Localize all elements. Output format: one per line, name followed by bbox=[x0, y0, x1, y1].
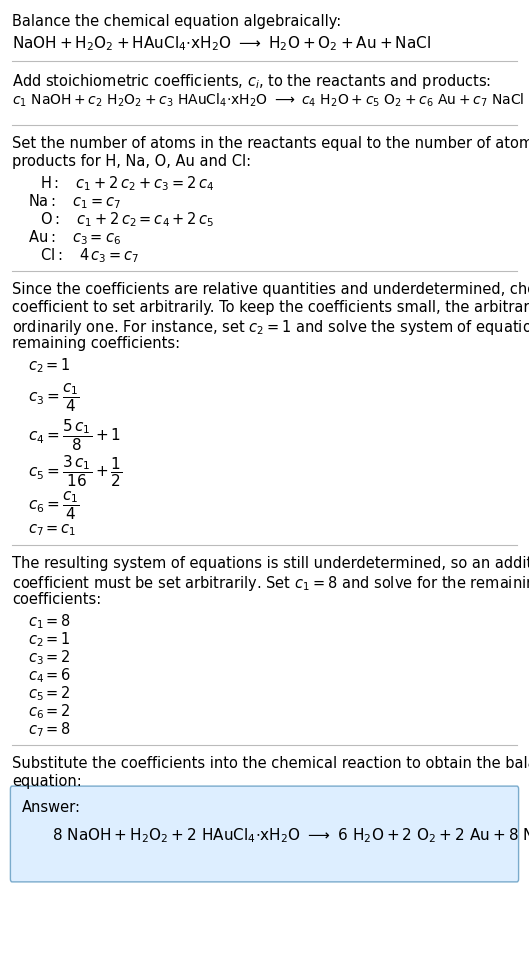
Text: $\mathrm{H{:}}\quad c_1 + 2\,c_2 + c_3 = 2\,c_4$: $\mathrm{H{:}}\quad c_1 + 2\,c_2 + c_3 =… bbox=[40, 174, 214, 192]
Text: $c_3 = \dfrac{c_1}{4}$: $c_3 = \dfrac{c_1}{4}$ bbox=[28, 382, 80, 414]
Text: $\mathrm{Cl{:}}\quad 4\,c_3 = c_7$: $\mathrm{Cl{:}}\quad 4\,c_3 = c_7$ bbox=[40, 246, 140, 264]
Text: coefficient must be set arbitrarily. Set $c_1 = 8$ and solve for the remaining: coefficient must be set arbitrarily. Set… bbox=[12, 574, 529, 592]
Text: $c_7 = c_1$: $c_7 = c_1$ bbox=[28, 522, 77, 537]
Text: Balance the chemical equation algebraically:: Balance the chemical equation algebraica… bbox=[12, 14, 341, 29]
Text: Set the number of atoms in the reactants equal to the number of atoms in the: Set the number of atoms in the reactants… bbox=[12, 136, 529, 151]
Text: $c_3 = 2$: $c_3 = 2$ bbox=[28, 648, 71, 666]
Text: $c_6 = \dfrac{c_1}{4}$: $c_6 = \dfrac{c_1}{4}$ bbox=[28, 489, 80, 522]
Text: $c_6 = 2$: $c_6 = 2$ bbox=[28, 702, 71, 720]
Text: $\mathrm{O{:}}\quad c_1 + 2\,c_2 = c_4 + 2\,c_5$: $\mathrm{O{:}}\quad c_1 + 2\,c_2 = c_4 +… bbox=[40, 209, 214, 229]
Text: products for H, Na, O, Au and Cl:: products for H, Na, O, Au and Cl: bbox=[12, 154, 251, 169]
Text: $\mathrm{Au{:}}\quad c_3 = c_6$: $\mathrm{Au{:}}\quad c_3 = c_6$ bbox=[28, 228, 121, 246]
Text: $c_4 = \dfrac{5\,c_1}{8} + 1$: $c_4 = \dfrac{5\,c_1}{8} + 1$ bbox=[28, 418, 121, 453]
Text: $\mathrm{NaOH + H_2O_2 + HAuCl_4{\cdot}xH_2O\ \longrightarrow\ H_2O + O_2 + Au +: $\mathrm{NaOH + H_2O_2 + HAuCl_4{\cdot}x… bbox=[12, 34, 431, 53]
Text: $\mathrm{Na{:}}\quad c_1 = c_7$: $\mathrm{Na{:}}\quad c_1 = c_7$ bbox=[28, 192, 121, 210]
Text: remaining coefficients:: remaining coefficients: bbox=[12, 335, 180, 351]
Text: Answer:: Answer: bbox=[22, 800, 81, 814]
Text: coefficient to set arbitrarily. To keep the coefficients small, the arbitrary va: coefficient to set arbitrarily. To keep … bbox=[12, 300, 529, 314]
Text: equation:: equation: bbox=[12, 774, 82, 788]
Text: Since the coefficients are relative quantities and underdetermined, choose a: Since the coefficients are relative quan… bbox=[12, 282, 529, 297]
Text: The resulting system of equations is still underdetermined, so an additional: The resulting system of equations is sti… bbox=[12, 555, 529, 571]
Text: $c_2 = 1$: $c_2 = 1$ bbox=[28, 356, 71, 375]
Text: $c_5 = \dfrac{3\,c_1}{16} + \dfrac{1}{2}$: $c_5 = \dfrac{3\,c_1}{16} + \dfrac{1}{2}… bbox=[28, 454, 123, 489]
FancyBboxPatch shape bbox=[11, 786, 518, 882]
Text: coefficients:: coefficients: bbox=[12, 591, 101, 606]
Text: $c_1\ \mathrm{NaOH} + c_2\ \mathrm{H_2O_2} + c_3\ \mathrm{HAuCl_4{\cdot}xH_2O}\ : $c_1\ \mathrm{NaOH} + c_2\ \mathrm{H_2O_… bbox=[12, 92, 524, 110]
Text: $c_5 = 2$: $c_5 = 2$ bbox=[28, 683, 71, 702]
Text: $c_7 = 8$: $c_7 = 8$ bbox=[28, 719, 71, 738]
Text: $8\ \mathrm{NaOH} + \mathrm{H_2O_2} + 2\ \mathrm{HAuCl_4{\cdot}xH_2O}\ \longrigh: $8\ \mathrm{NaOH} + \mathrm{H_2O_2} + 2\… bbox=[52, 825, 529, 844]
Text: $c_2 = 1$: $c_2 = 1$ bbox=[28, 629, 71, 648]
Text: ordinarily one. For instance, set $c_2 = 1$ and solve the system of equations fo: ordinarily one. For instance, set $c_2 =… bbox=[12, 318, 529, 336]
Text: $c_4 = 6$: $c_4 = 6$ bbox=[28, 665, 71, 684]
Text: Substitute the coefficients into the chemical reaction to obtain the balanced: Substitute the coefficients into the che… bbox=[12, 755, 529, 770]
Text: $c_1 = 8$: $c_1 = 8$ bbox=[28, 611, 71, 630]
Text: Add stoichiometric coefficients, $c_i$, to the reactants and products:: Add stoichiometric coefficients, $c_i$, … bbox=[12, 72, 491, 91]
